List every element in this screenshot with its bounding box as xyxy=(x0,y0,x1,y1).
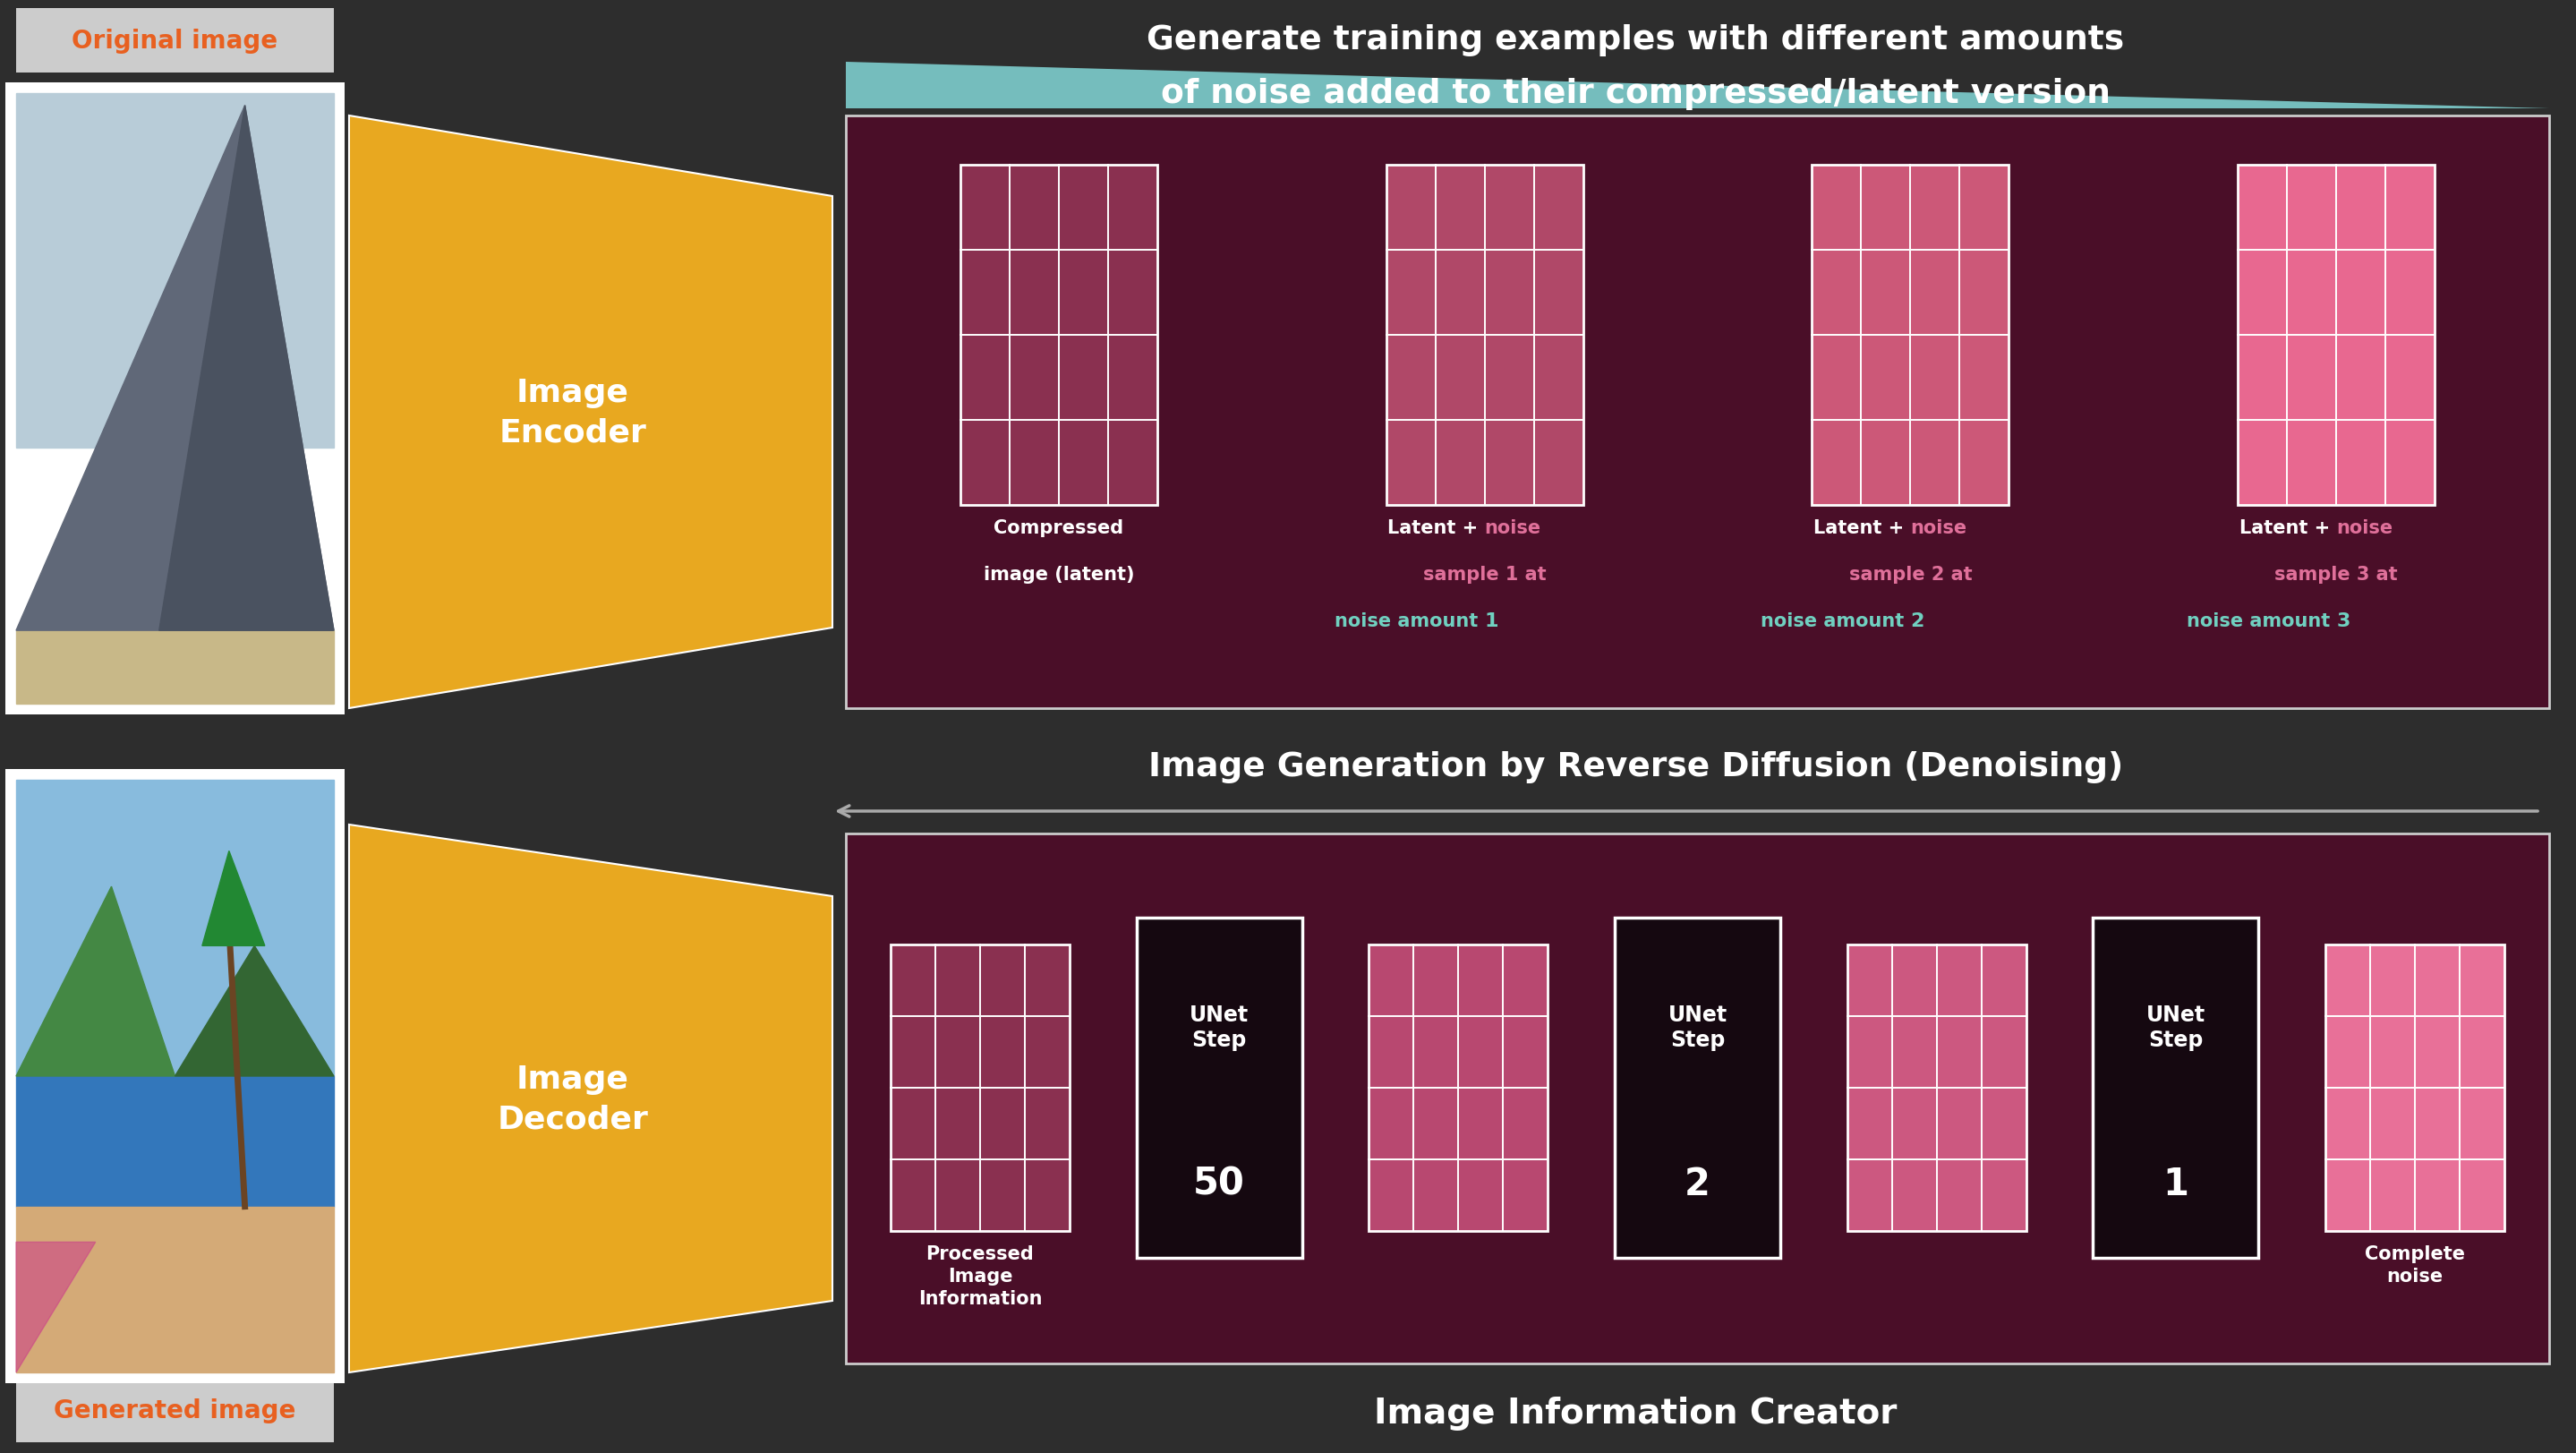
Text: noise amount: noise amount xyxy=(1759,612,1911,629)
Text: noise amount: noise amount xyxy=(2187,612,2336,629)
Text: noise: noise xyxy=(1484,519,1540,536)
Bar xyxy=(1136,918,1301,1258)
Text: Generate training examples with different amounts: Generate training examples with differen… xyxy=(1146,25,2125,57)
Text: Image
Decoder: Image Decoder xyxy=(497,1064,649,1133)
Text: Original image: Original image xyxy=(72,29,278,54)
Polygon shape xyxy=(15,631,335,705)
Bar xyxy=(1615,918,1780,1258)
Bar xyxy=(891,944,1069,1231)
Bar xyxy=(1386,166,1584,506)
Text: UNet
Step: UNet Step xyxy=(2146,1004,2205,1051)
Polygon shape xyxy=(15,1077,335,1206)
Polygon shape xyxy=(15,1206,335,1373)
Text: Generated image: Generated image xyxy=(54,1398,296,1422)
Text: noise: noise xyxy=(1911,519,1968,536)
Text: UNet
Step: UNet Step xyxy=(1667,1004,1726,1051)
Text: sample 1 at: sample 1 at xyxy=(1422,565,1546,583)
Text: sample 2 at: sample 2 at xyxy=(1850,565,1973,583)
Text: 1: 1 xyxy=(2164,1164,2190,1202)
Bar xyxy=(5,83,345,715)
Bar xyxy=(2092,918,2259,1258)
Text: 2: 2 xyxy=(1685,1164,1710,1202)
Text: Image Information Creator: Image Information Creator xyxy=(1373,1396,1899,1430)
Text: Latent +: Latent + xyxy=(1388,519,1484,536)
Polygon shape xyxy=(845,62,2550,109)
Polygon shape xyxy=(15,106,335,631)
Bar xyxy=(1368,944,1548,1231)
Bar xyxy=(2326,944,2504,1231)
Text: of noise added to their compressed/latent version: of noise added to their compressed/laten… xyxy=(1162,78,2110,110)
Polygon shape xyxy=(15,94,335,448)
Text: noise: noise xyxy=(2336,519,2393,536)
Bar xyxy=(845,834,2550,1363)
Text: 1: 1 xyxy=(1484,612,1499,629)
Text: image (latent): image (latent) xyxy=(984,565,1133,583)
Text: Latent +: Latent + xyxy=(1814,519,1911,536)
Polygon shape xyxy=(350,825,832,1373)
Text: Latent +: Latent + xyxy=(2239,519,2336,536)
Bar xyxy=(15,9,335,73)
Text: Image Generation by Reverse Diffusion (Denoising): Image Generation by Reverse Diffusion (D… xyxy=(1149,751,2123,783)
Text: Complete
noise: Complete noise xyxy=(2365,1245,2465,1284)
Text: sample 3 at: sample 3 at xyxy=(2275,565,2398,583)
Bar xyxy=(961,166,1157,506)
Text: Compressed: Compressed xyxy=(994,519,1123,536)
Bar xyxy=(845,116,2550,709)
Polygon shape xyxy=(175,946,335,1077)
Polygon shape xyxy=(160,106,335,631)
Bar xyxy=(1847,944,2027,1231)
Text: Image
Encoder: Image Encoder xyxy=(500,378,647,448)
Bar xyxy=(1811,166,2009,506)
Text: noise amount: noise amount xyxy=(1334,612,1484,629)
Bar xyxy=(2239,166,2434,506)
Text: UNet
Step: UNet Step xyxy=(1190,1004,1249,1051)
Bar xyxy=(5,770,345,1383)
Polygon shape xyxy=(201,851,265,946)
Polygon shape xyxy=(15,886,175,1077)
Text: 2: 2 xyxy=(1911,612,1924,629)
Bar xyxy=(15,1377,335,1443)
Polygon shape xyxy=(15,1242,95,1373)
Polygon shape xyxy=(350,116,832,709)
Text: 3: 3 xyxy=(2336,612,2349,629)
Polygon shape xyxy=(15,780,335,1077)
Text: Processed
Image
Information: Processed Image Information xyxy=(917,1245,1043,1306)
Text: 50: 50 xyxy=(1193,1164,1244,1202)
